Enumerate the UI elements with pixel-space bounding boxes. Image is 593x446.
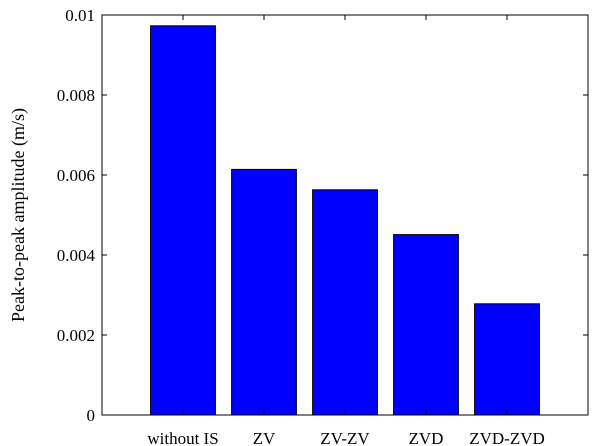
x-tick-label: ZVD-ZVD bbox=[469, 429, 545, 446]
bar-zvd-zvd bbox=[474, 303, 540, 416]
y-ticks-group: 0 0.002 0.004 0.006 0.008 0.01 bbox=[57, 6, 588, 425]
y-tick-label: 0.002 bbox=[57, 326, 95, 345]
y-axis-label: Peak-to-peak amplitude (m/s) bbox=[8, 108, 29, 322]
x-ticks-group: without IS ZV ZV-ZV ZVD ZVD-ZVD bbox=[147, 15, 545, 446]
y-tick-label: 0.008 bbox=[57, 86, 95, 105]
x-tick-label: ZV-ZV bbox=[320, 429, 370, 446]
plot-frame bbox=[101, 14, 589, 416]
y-tick-label: 0.006 bbox=[57, 166, 95, 185]
x-tick-label: ZVD bbox=[409, 429, 444, 446]
bar-zv bbox=[231, 168, 297, 416]
y-tick-label: 0.01 bbox=[65, 6, 95, 25]
bars-group bbox=[150, 25, 540, 416]
bar-zv-zv bbox=[312, 189, 378, 416]
y-tick-label: 0 bbox=[87, 406, 96, 425]
x-tick-label: without IS bbox=[147, 429, 218, 446]
y-tick-label: 0.004 bbox=[57, 246, 96, 265]
bar-zvd bbox=[393, 234, 459, 416]
x-tick-label: ZV bbox=[253, 429, 276, 446]
bar-without-is bbox=[150, 25, 216, 416]
